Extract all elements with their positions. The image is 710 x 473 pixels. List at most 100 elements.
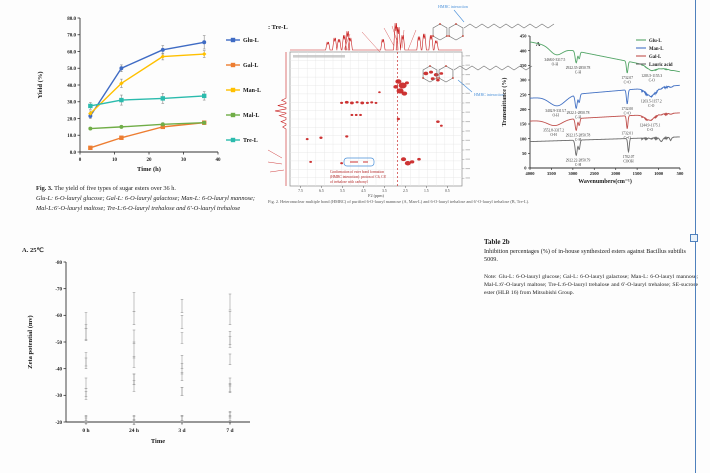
zeta-panel: -80 -70 -60 -50 -40 -30 -20 0 h 24 h 3 d 7 d Time Ze… (20, 240, 264, 466)
svg-text:10.0: 10.0 (67, 134, 76, 139)
svg-text:6.5: 6.5 (319, 189, 324, 193)
yield-chart: 0.0 10.0 20.0 30.0 40.0 50.0 60.0 70.0 80.0 0 10 20… (37, 17, 261, 173)
svg-text:Confirmation of ester bond for: Confirmation of ester bond formation (330, 170, 384, 174)
svg-text:450: 450 (520, 34, 528, 39)
svg-text:0: 0 (79, 158, 82, 163)
svg-text:4000: 4000 (526, 171, 536, 176)
svg-text:-20: -20 (55, 421, 62, 426)
svg-text:2922.35-2850.78: 2922.35-2850.78 (566, 66, 591, 70)
svg-text:0: 0 (524, 166, 527, 171)
svg-text:2922.22-2850.79: 2922.22-2850.79 (566, 158, 591, 162)
svg-text:-30: -30 (55, 394, 62, 399)
svg-text:C=O: C=O (624, 136, 631, 140)
table-title: Table 2b (484, 238, 510, 246)
zeta-panel-label: A. 25℃ (22, 247, 44, 254)
svg-text:-40: -40 (55, 367, 62, 372)
svg-text:3 d: 3 d (178, 428, 185, 434)
svg-text:1500: 1500 (633, 171, 643, 176)
svg-text:HMBC interaction: HMBC interaction (438, 4, 468, 9)
svg-text:C=O: C=O (624, 111, 631, 115)
svg-text:1732.07: 1732.07 (621, 76, 633, 80)
svg-text:Gal-L: Gal-L (649, 55, 661, 60)
svg-text:Wavenumbers(cm⁻¹): Wavenumbers(cm⁻¹) (578, 178, 632, 185)
svg-text:Zeta potential (mv): Zeta potential (mv) (27, 315, 34, 368)
resize-handle[interactable] (690, 234, 698, 242)
svg-text:Gal-L: Gal-L (243, 63, 258, 69)
svg-text:1732.00: 1732.00 (621, 107, 633, 111)
svg-text:150: 150 (520, 122, 528, 127)
svg-text:0.0: 0.0 (70, 151, 77, 156)
svg-text:30.0: 30.0 (67, 101, 76, 106)
svg-text:C-H: C-H (575, 163, 582, 167)
svg-text:30: 30 (181, 158, 187, 163)
svg-text:Tre-L: Tre-L (243, 138, 258, 144)
svg-text:1732.01: 1732.01 (621, 132, 633, 136)
yield-caption-line1: The yield of five types of sugar esters … (54, 185, 176, 192)
svg-text:20: 20 (147, 158, 153, 163)
svg-text:A: A (536, 42, 541, 48)
svg-text:80.0: 80.0 (67, 17, 76, 22)
svg-text:C-O: C-O (649, 78, 656, 82)
svg-text:of trehalose with carbonyl: of trehalose with carbonyl (330, 180, 368, 184)
svg-text:1702.07: 1702.07 (623, 155, 635, 159)
foam-panel (260, 240, 474, 466)
svg-text:Lauric acid: Lauric acid (649, 63, 673, 68)
svg-text:Mal-L: Mal-L (243, 113, 259, 119)
svg-text:COOH: COOH (623, 160, 634, 164)
svg-text:Glu-L: Glu-L (243, 38, 259, 44)
svg-text:O-H: O-H (553, 113, 560, 117)
svg-text:40.0: 40.0 (67, 84, 76, 89)
yield-caption: Fig. 3. The yield of five types of sugar… (36, 184, 274, 213)
zeta-chart: -80 -70 -60 -50 -40 -30 -20 0 h 24 h 3 d 7 d Time Ze… (27, 261, 250, 445)
svg-text:100: 100 (520, 136, 528, 141)
svg-text:-60: -60 (55, 314, 62, 319)
svg-text:10: 10 (112, 158, 118, 163)
svg-text:400: 400 (520, 48, 528, 53)
svg-text:2000: 2000 (611, 171, 621, 176)
svg-text:Transmittance (%): Transmittance (%) (501, 78, 508, 127)
svg-text:4.5: 4.5 (361, 189, 366, 193)
svg-text:300: 300 (520, 78, 528, 83)
svg-text:-50: -50 (55, 341, 62, 346)
svg-text:O-H: O-H (552, 62, 559, 66)
svg-text:3500: 3500 (547, 171, 557, 176)
svg-text:1244.9-1175.1: 1244.9-1175.1 (640, 124, 661, 128)
svg-text:(HMBC interaction): proton of: (HMBC interaction): proton of C6, C6′ (330, 175, 386, 180)
svg-text:0.5: 0.5 (445, 189, 450, 193)
yield-caption-line2: Glu-L: 6-O-lauryl glucose; Gal-L: 6-O-la… (36, 194, 255, 202)
svg-text:200: 200 (520, 107, 528, 112)
svg-text:250: 250 (520, 92, 528, 97)
svg-text:3000: 3000 (568, 171, 578, 176)
svg-text:1.5: 1.5 (424, 189, 429, 193)
svg-text:1000: 1000 (654, 171, 664, 176)
svg-text:C-O: C-O (648, 104, 655, 108)
svg-text:40: 40 (216, 158, 222, 163)
svg-text:24 h: 24 h (129, 428, 139, 434)
svg-text:1203.5-1155.3: 1203.5-1155.3 (641, 74, 662, 78)
svg-text:500: 500 (677, 171, 685, 176)
svg-text:50: 50 (522, 151, 527, 156)
svg-text:7 d: 7 d (226, 428, 233, 434)
yield-caption-figlabel: Fig. 3. (36, 185, 53, 192)
svg-text:1203.5-1157.2: 1203.5-1157.2 (641, 100, 662, 104)
foam-chart (260, 240, 474, 466)
svg-text:2500: 2500 (590, 171, 600, 176)
svg-text:3.5: 3.5 (382, 189, 387, 193)
ftir-chart: 0 50 100 150 200 250 300 350 400 450 4000 3500 3000 2… (501, 34, 685, 185)
svg-text:60.0: 60.0 (67, 50, 76, 55)
svg-text:Man-L: Man-L (243, 88, 261, 94)
svg-text:2922.15-2850.78: 2922.15-2850.78 (566, 133, 591, 137)
svg-text:350: 350 (520, 63, 528, 68)
svg-text:7.5: 7.5 (298, 189, 303, 193)
table-2b-panel: Table 2b Inhibition percentages (%) of i… (484, 238, 698, 303)
svg-text:Time: Time (151, 438, 165, 445)
hmbc-panel: 7.5 6.5 5.5 4.5 3.5 2.5 1.5 0.5 F2 (ppm) Confirma… (266, 0, 555, 198)
svg-text:20.0: 20.0 (67, 117, 76, 122)
hmbc-spectrum: 7.5 6.5 5.5 4.5 3.5 2.5 1.5 0.5 F2 (ppm) Confirma… (267, 4, 555, 198)
svg-text:3552.8-3317.2: 3552.8-3317.2 (543, 129, 564, 133)
yield-chart-panel: 0.0 10.0 20.0 30.0 40.0 50.0 60.0 70.0 80.0 0 10 20… (28, 6, 274, 182)
svg-text:F2 (ppm): F2 (ppm) (368, 193, 384, 198)
svg-text:C-H: C-H (575, 70, 582, 74)
svg-text:50.0: 50.0 (67, 67, 76, 72)
